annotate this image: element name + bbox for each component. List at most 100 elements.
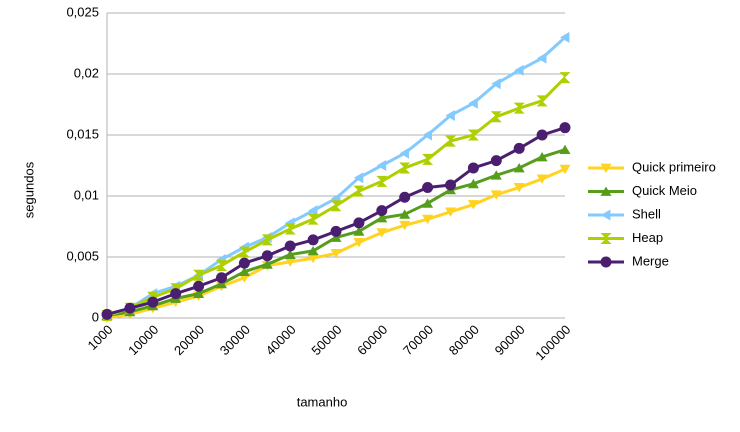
legend-marker bbox=[600, 186, 612, 196]
data-point bbox=[467, 178, 479, 189]
data-point bbox=[537, 52, 547, 64]
data-point bbox=[490, 190, 502, 200]
y-tick-label: 0,015 bbox=[66, 126, 99, 141]
data-point bbox=[170, 288, 182, 300]
legend-marker bbox=[600, 163, 612, 173]
data-point bbox=[376, 228, 388, 238]
data-point bbox=[376, 160, 387, 171]
y-tick-label: 0,02 bbox=[74, 65, 99, 80]
data-point bbox=[445, 135, 456, 147]
x-tick-label: 80000 bbox=[446, 322, 482, 358]
data-point bbox=[513, 102, 525, 114]
data-point bbox=[559, 72, 571, 84]
data-point bbox=[491, 78, 501, 90]
legend-marker bbox=[600, 233, 612, 244]
data-point bbox=[513, 142, 525, 154]
data-point bbox=[513, 183, 525, 193]
y-tick-label: 0,025 bbox=[66, 4, 99, 19]
data-point bbox=[445, 109, 455, 121]
data-point bbox=[261, 259, 273, 269]
x-tick-label: 30000 bbox=[217, 322, 253, 358]
data-point bbox=[559, 122, 571, 134]
y-tick-label: 0,005 bbox=[66, 248, 99, 263]
y-tick-label: 0,01 bbox=[74, 187, 99, 202]
data-point bbox=[422, 198, 434, 208]
data-point bbox=[422, 153, 434, 165]
data-point bbox=[536, 152, 548, 162]
data-point bbox=[216, 278, 227, 289]
data-point bbox=[307, 245, 319, 256]
legend-label: Shell bbox=[632, 206, 661, 221]
data-point bbox=[330, 225, 342, 237]
legend-marker bbox=[600, 256, 612, 268]
legend-label: Merge bbox=[632, 253, 669, 268]
data-point bbox=[193, 280, 205, 292]
data-point bbox=[467, 162, 479, 174]
x-tick-label: 40000 bbox=[263, 322, 299, 358]
data-point bbox=[559, 144, 571, 155]
data-point bbox=[399, 220, 411, 231]
data-point bbox=[399, 162, 411, 174]
data-point bbox=[330, 200, 342, 212]
data-point bbox=[238, 266, 250, 277]
data-point bbox=[399, 147, 410, 159]
data-point bbox=[353, 217, 365, 229]
data-point bbox=[422, 181, 434, 193]
data-point bbox=[445, 207, 456, 217]
data-point bbox=[124, 302, 136, 314]
legend-label: Heap bbox=[632, 230, 663, 245]
data-point bbox=[559, 164, 571, 175]
data-point bbox=[376, 205, 388, 217]
data-point bbox=[284, 240, 296, 252]
x-axis-label: tamanho bbox=[297, 394, 348, 409]
data-point bbox=[353, 185, 365, 197]
y-tick-label: 0 bbox=[92, 309, 99, 324]
data-point bbox=[399, 191, 411, 203]
legend-marker bbox=[601, 209, 611, 221]
data-point bbox=[514, 64, 524, 76]
legend-label: Quick primeiro bbox=[632, 159, 716, 174]
data-point bbox=[422, 214, 434, 225]
data-point bbox=[376, 213, 388, 223]
x-tick-label: 20000 bbox=[171, 322, 207, 358]
data-point bbox=[330, 232, 342, 242]
data-point bbox=[536, 95, 548, 107]
data-point bbox=[490, 155, 502, 167]
data-point bbox=[490, 170, 502, 180]
data-point bbox=[422, 129, 432, 141]
data-point bbox=[216, 260, 227, 272]
data-point bbox=[468, 97, 478, 109]
data-point bbox=[536, 174, 548, 184]
x-tick-label: 60000 bbox=[354, 322, 390, 358]
data-point bbox=[284, 249, 296, 259]
legend-label: Quick Meio bbox=[632, 183, 697, 198]
data-point bbox=[536, 129, 548, 141]
data-point bbox=[353, 172, 364, 184]
data-point bbox=[307, 213, 319, 225]
y-axis-label: segundos bbox=[21, 161, 36, 218]
data-point bbox=[261, 234, 273, 246]
data-point bbox=[307, 234, 319, 246]
data-point bbox=[193, 269, 205, 281]
data-point bbox=[467, 200, 479, 210]
data-point bbox=[445, 179, 457, 191]
data-point bbox=[193, 288, 205, 298]
data-point bbox=[308, 205, 318, 217]
data-point bbox=[376, 175, 388, 187]
data-point bbox=[399, 209, 411, 219]
data-point bbox=[467, 129, 479, 141]
x-tick-label: 10000 bbox=[125, 322, 161, 358]
x-tick-label: 90000 bbox=[492, 322, 528, 358]
data-point bbox=[238, 257, 250, 269]
data-point bbox=[216, 272, 227, 284]
data-point bbox=[284, 223, 296, 235]
x-tick-label: 100000 bbox=[532, 322, 573, 363]
data-point bbox=[261, 250, 273, 262]
data-point bbox=[513, 162, 525, 173]
data-point bbox=[353, 237, 365, 248]
data-point bbox=[353, 226, 365, 236]
data-point bbox=[101, 308, 113, 320]
data-point bbox=[307, 253, 319, 264]
data-point bbox=[330, 248, 342, 259]
